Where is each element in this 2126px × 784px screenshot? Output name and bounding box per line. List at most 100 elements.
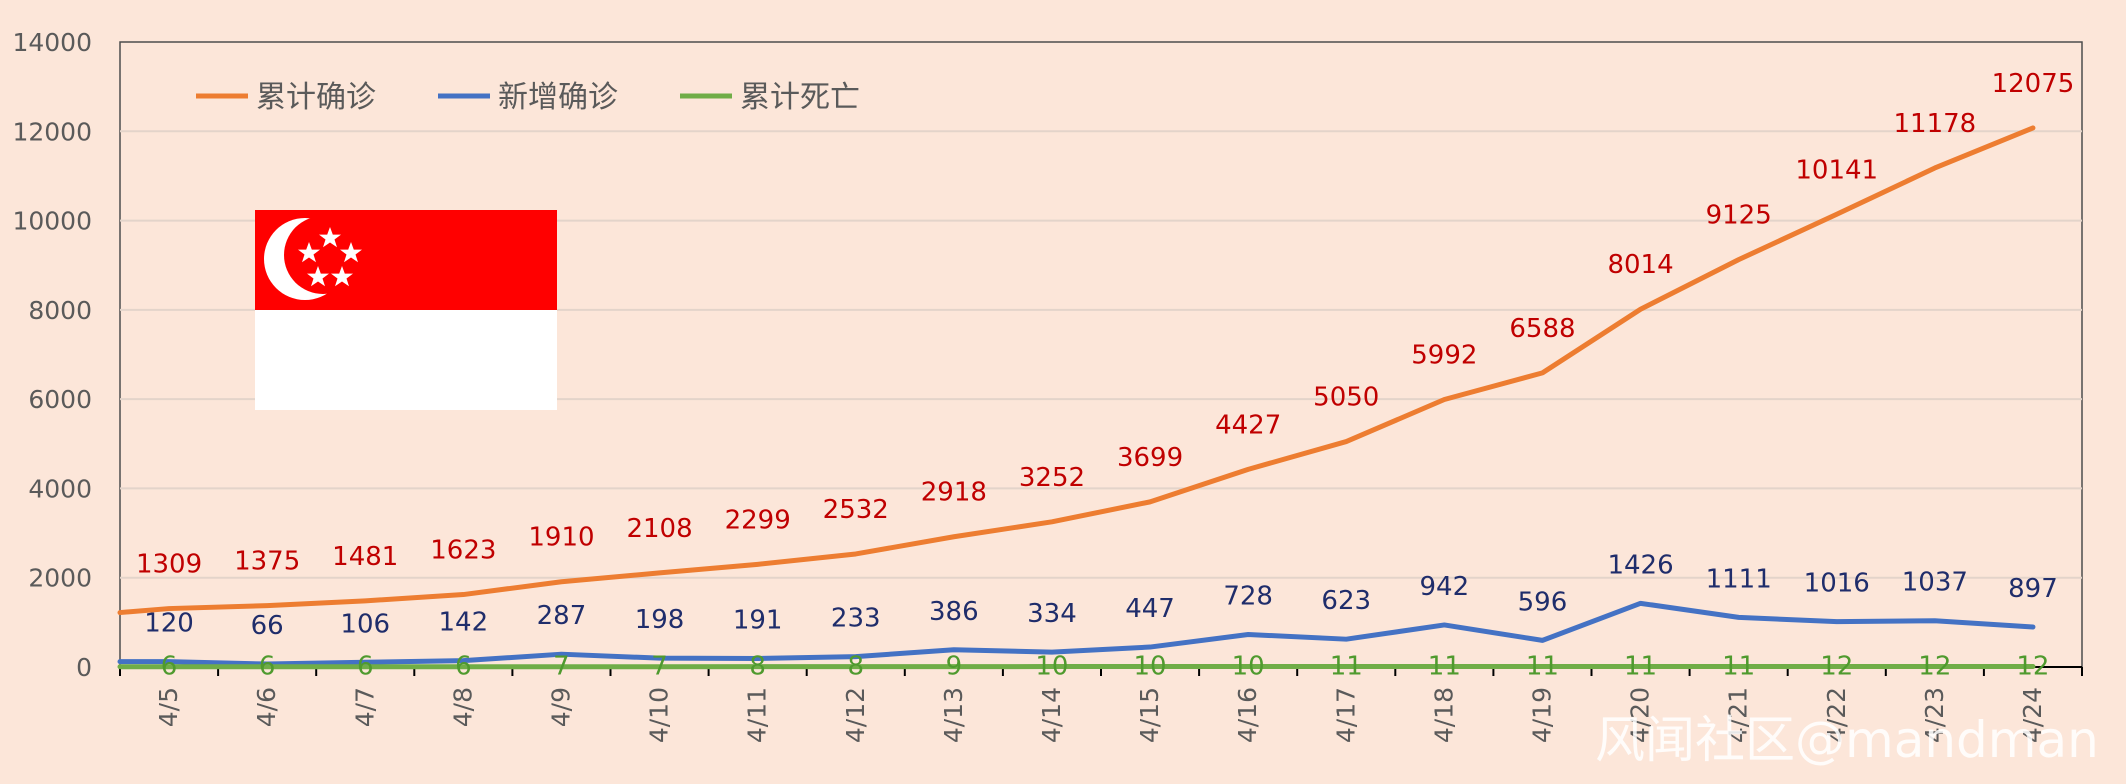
x-tick-label: 4/6 <box>252 687 281 727</box>
flag-stars <box>298 227 362 287</box>
data-label: 1623 <box>430 536 496 566</box>
x-axis: 4/5 4/6 4/7 4/8 4/9 4/10 4/11 4/12 4/13 4/14 4/15 4… <box>119 666 2083 743</box>
data-label: 12075 <box>1992 69 2075 99</box>
data-label: 334 <box>1027 599 1077 629</box>
data-label: 12 <box>1918 651 1951 681</box>
data-label: 287 <box>537 601 587 631</box>
data-label: 6 <box>259 652 276 682</box>
data-label: 9 <box>946 652 963 682</box>
data-label: 3699 <box>1117 443 1183 473</box>
data-label: 1111 <box>1706 564 1772 594</box>
data-label: 1910 <box>528 523 594 553</box>
legend: 累计确诊 新增确诊 累计死亡 <box>196 80 860 115</box>
data-label: 1309 <box>136 550 202 580</box>
y-tick-label: 8000 <box>28 296 92 325</box>
data-label: 2299 <box>725 505 791 535</box>
data-label: 386 <box>929 597 979 627</box>
data-label: 11 <box>1722 652 1755 682</box>
x-tick-label: 4/13 <box>939 687 968 743</box>
flag-star-icon <box>307 266 329 287</box>
legend-label: 累计死亡 <box>740 80 860 115</box>
data-label: 5050 <box>1313 383 1379 413</box>
watermark-text: 风闻社区@mandman <box>1595 711 2099 769</box>
data-label: 1037 <box>1902 568 1968 598</box>
flag-star-icon <box>319 227 341 248</box>
data-label: 11 <box>1624 652 1657 682</box>
flag-star-icon <box>340 242 362 263</box>
x-tick-label: 4/18 <box>1429 687 1458 743</box>
data-label: 447 <box>1125 594 1175 624</box>
x-tick-label: 4/21 <box>1724 687 1753 743</box>
y-tick-label: 2000 <box>28 564 92 593</box>
y-tick-label: 6000 <box>28 385 92 414</box>
data-label: 7 <box>553 652 570 682</box>
y-tick-label: 4000 <box>28 474 92 503</box>
x-tick-label: 4/9 <box>546 687 575 727</box>
x-tick-label: 4/19 <box>1527 687 1556 743</box>
legend-label: 新增确诊 <box>498 80 618 115</box>
x-tick-label: 4/15 <box>1135 687 1164 743</box>
data-label: 596 <box>1518 587 1568 617</box>
data-label: 120 <box>144 609 194 639</box>
data-label: 198 <box>635 605 685 635</box>
flag-star-icon <box>298 242 320 263</box>
data-label: 1016 <box>1804 569 1870 599</box>
x-tick-label: 4/20 <box>1626 687 1655 743</box>
data-label: 6588 <box>1509 314 1575 344</box>
data-label: 1481 <box>332 542 398 572</box>
singapore-flag <box>255 210 557 410</box>
data-label: 1426 <box>1607 550 1673 580</box>
data-label: 8014 <box>1607 250 1673 280</box>
data-label: 6 <box>455 652 472 682</box>
data-label: 5992 <box>1411 341 1477 371</box>
x-tick-label: 4/11 <box>743 687 772 743</box>
data-label: 10 <box>1134 652 1167 682</box>
flag-white-band <box>255 310 557 410</box>
data-label: 11 <box>1330 652 1363 682</box>
data-label: 6 <box>357 652 374 682</box>
data-label: 942 <box>1420 572 1470 602</box>
series-line-1 <box>117 125 2036 616</box>
x-tick-label: 4/17 <box>1331 687 1360 743</box>
x-tick-label: 4/7 <box>350 687 379 727</box>
data-label: 4427 <box>1215 410 1281 440</box>
data-label: 2108 <box>626 514 692 544</box>
data-label: 10 <box>1035 652 1068 682</box>
x-tick-label: 4/12 <box>841 687 870 743</box>
y-tick-label: 0 <box>76 653 92 682</box>
x-tick-label: 4/16 <box>1233 687 1262 743</box>
data-label: 6 <box>161 652 178 682</box>
data-label: 10 <box>1232 652 1265 682</box>
x-tick-label: 4/24 <box>2018 687 2047 743</box>
data-label: 142 <box>439 608 489 638</box>
data-label: 9125 <box>1706 201 1772 231</box>
series-line-2 <box>117 600 2036 667</box>
data-label: 1375 <box>234 547 300 577</box>
data-label: 3252 <box>1019 463 1085 493</box>
data-label: 11178 <box>1893 109 1976 139</box>
data-label: 11 <box>1526 652 1559 682</box>
data-label: 11 <box>1428 652 1461 682</box>
y-axis-ticks: 0 2000 4000 6000 8000 10000 12000 14000 <box>12 28 92 682</box>
flag-star-icon <box>331 266 353 287</box>
legend-label: 累计确诊 <box>256 80 376 115</box>
data-label: 2532 <box>823 495 889 525</box>
y-tick-label: 14000 <box>12 28 92 57</box>
x-tick-label: 4/5 <box>154 687 183 727</box>
data-label: 12 <box>1820 651 1853 681</box>
y-tick-label: 10000 <box>12 207 92 236</box>
data-label: 7 <box>651 652 668 682</box>
data-label: 728 <box>1223 582 1273 612</box>
x-tick-label: 4/23 <box>1920 687 1949 743</box>
data-label: 106 <box>340 609 390 639</box>
y-tick-label: 12000 <box>12 117 92 146</box>
x-tick-label: 4/22 <box>1822 687 1851 743</box>
data-label: 10141 <box>1795 155 1878 185</box>
x-tick-label: 4/14 <box>1037 687 1066 743</box>
data-label: 2918 <box>921 478 987 508</box>
data-label: 191 <box>733 605 783 635</box>
data-label: 8 <box>847 652 864 682</box>
x-tick-label: 4/8 <box>448 687 477 727</box>
data-labels: 1309 1375 1481 1623 1910 2108 2299 2532 2918 3252… <box>136 69 2074 682</box>
